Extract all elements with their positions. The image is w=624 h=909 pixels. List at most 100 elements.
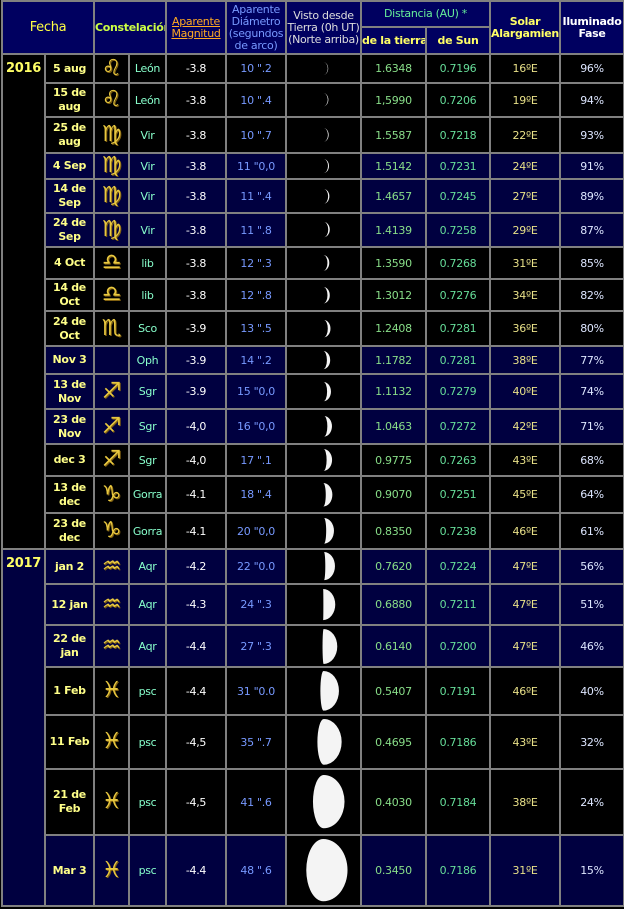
- venus-lit-shape: [323, 518, 334, 544]
- date-cell: 24 de Oct: [46, 312, 93, 345]
- earth-distance-cell: 0.4030: [362, 770, 425, 834]
- constellation-cell: psc: [130, 716, 165, 768]
- table-row: 24 de Sep ♍ Vir -3.8 11 ".8 1.4139 0.7258 29ºE 8…: [3, 214, 624, 246]
- sun-distance-cell: 0.7268: [427, 248, 490, 278]
- capricorn-icon: ♑: [101, 481, 122, 507]
- phase-cell: 74%: [561, 375, 624, 408]
- magnitude-cell: -4.1: [167, 477, 225, 512]
- header-fecha: Fecha: [3, 2, 93, 53]
- magnitude-cell: -4.1: [167, 514, 225, 548]
- magnitud-link[interactable]: Aparente Magnitud: [171, 14, 221, 40]
- table-row: 13 de dec ♑ Gorra -4.1 18 ".4 0.9070 0.7251 45º…: [3, 477, 624, 512]
- magnitude-cell: -3.8: [167, 180, 225, 212]
- phase-image-cell: [287, 836, 360, 905]
- venus-phase-icon: [323, 222, 330, 238]
- venus-lit-shape: [323, 286, 330, 304]
- phase-cell: 87%: [561, 214, 624, 246]
- diameter-cell: 14 ".2: [227, 347, 285, 373]
- magnitude-cell: -3.9: [167, 375, 225, 408]
- magnitude-cell: -4.4: [167, 668, 225, 714]
- virgo-icon: ♍: [101, 122, 122, 147]
- table-row: dec 3 ♐ Sgr -4,0 17 ".1 0.9775 0.7263 43ºE 68%: [3, 445, 624, 475]
- phase-image-cell: [287, 280, 360, 310]
- header-magnitud[interactable]: Aparente Magnitud: [167, 2, 225, 53]
- elongation-cell: 34ºE: [491, 280, 560, 310]
- earth-distance-cell: 0.4695: [362, 716, 425, 768]
- pisces-icon: ♓: [101, 789, 122, 814]
- phase-image-cell: [287, 514, 360, 548]
- table-row: 13 de Nov ♐ Sgr -3.9 15 "0,0 1.1132 0.7279 40ºE…: [3, 375, 624, 408]
- phase-cell: 64%: [561, 477, 624, 512]
- magnitude-cell: -3.8: [167, 248, 225, 278]
- pisces-icon: ♓: [101, 729, 122, 754]
- header-de-sun: de Sun: [427, 28, 490, 53]
- elongation-cell: 43ºE: [491, 445, 560, 475]
- venus-phase-icon: [323, 93, 329, 107]
- phase-image-cell: [287, 716, 360, 768]
- constellation-icon-cell: ♐: [95, 410, 128, 443]
- earth-distance-cell: 0.9070: [362, 477, 425, 512]
- phase-cell: 68%: [561, 445, 624, 475]
- magnitude-cell: -3.9: [167, 312, 225, 345]
- phase-image-cell: [287, 375, 360, 408]
- libra-icon: ♎: [101, 250, 122, 275]
- earth-distance-cell: 0.5407: [362, 668, 425, 714]
- phase-image-cell: [287, 118, 360, 152]
- table-row: 25 de aug ♍ Vir -3.8 10 ".7 1.5587 0.7218 22ºE 9…: [3, 118, 624, 152]
- phase-image-cell: [287, 312, 360, 345]
- diameter-cell: 12 ".3: [227, 248, 285, 278]
- venus-phase-icon: [323, 61, 329, 76]
- magnitude-cell: -4,5: [167, 716, 225, 768]
- virgo-icon: ♍: [101, 217, 122, 242]
- table-row: 23 de dec ♑ Gorra -4.1 20 "0,0 0.8350 0.7238 46…: [3, 514, 624, 548]
- phase-image-cell: [287, 84, 360, 116]
- venus-lit-shape: [323, 350, 331, 370]
- phase-image-cell: [287, 347, 360, 373]
- magnitude-cell: -4.4: [167, 836, 225, 905]
- constellation-cell: Aqr: [130, 626, 165, 666]
- elongation-cell: 38ºE: [491, 347, 560, 373]
- sun-distance-cell: 0.7276: [427, 280, 490, 310]
- constellation-cell: Vir: [130, 180, 165, 212]
- header-diametro: Aparente Diámetro (segundos de arco): [227, 2, 285, 53]
- constellation-icon-cell: ♍: [95, 214, 128, 246]
- table-row: Nov 3 Oph -3.9 14 ".2 1.1782 0.7281 38ºE 77%: [3, 347, 624, 373]
- table-row: 22 de jan ♒ Aqr -4.4 27 ".3 0.6140 0.7200 47ºE 4…: [3, 626, 624, 666]
- sun-distance-cell: 0.7263: [427, 445, 490, 475]
- phase-cell: 15%: [561, 836, 624, 905]
- constellation-icon-cell: ♌: [95, 84, 128, 116]
- sun-distance-cell: 0.7224: [427, 550, 490, 583]
- phase-cell: 61%: [561, 514, 624, 548]
- earth-distance-cell: 1.4139: [362, 214, 425, 246]
- venus-phase-icon: [323, 518, 334, 544]
- constellation-cell: lib: [130, 248, 165, 278]
- sun-distance-cell: 0.7258: [427, 214, 490, 246]
- virgo-icon: ♍: [101, 154, 122, 178]
- magnitude-cell: -4,5: [167, 770, 225, 834]
- constellation-icon-cell: ♍: [95, 154, 128, 178]
- diameter-cell: 18 ".4: [227, 477, 285, 512]
- magnitude-cell: -4,0: [167, 410, 225, 443]
- diameter-cell: 27 ".3: [227, 626, 285, 666]
- constellation-cell: Oph: [130, 347, 165, 373]
- year-cell: 2016: [3, 55, 44, 548]
- venus-phase-icon: [323, 350, 331, 370]
- elongation-cell: 19ºE: [491, 84, 560, 116]
- magnitude-cell: -3.8: [167, 280, 225, 310]
- phase-image-cell: [287, 445, 360, 475]
- date-cell: dec 3: [46, 445, 93, 475]
- venus-phase-icon: [323, 286, 330, 304]
- diameter-cell: 10 ".4: [227, 84, 285, 116]
- date-cell: 4 Sep: [46, 154, 93, 178]
- venus-phase-icon: [323, 416, 332, 437]
- constellation-cell: psc: [130, 668, 165, 714]
- leo-icon: ♌: [101, 55, 122, 81]
- table-row: 2017 jan 2 ♒ Aqr -4.2 22 "0.0 0.7620 0.7224 47ºE…: [3, 550, 624, 905]
- elongation-cell: 27ºE: [491, 180, 560, 212]
- elongation-cell: 22ºE: [491, 118, 560, 152]
- elongation-cell: 46ºE: [491, 514, 560, 548]
- earth-distance-cell: 1.1782: [362, 347, 425, 373]
- phase-image-cell: [287, 410, 360, 443]
- diameter-cell: 20 "0,0: [227, 514, 285, 548]
- venus-phase-icon: [323, 449, 333, 471]
